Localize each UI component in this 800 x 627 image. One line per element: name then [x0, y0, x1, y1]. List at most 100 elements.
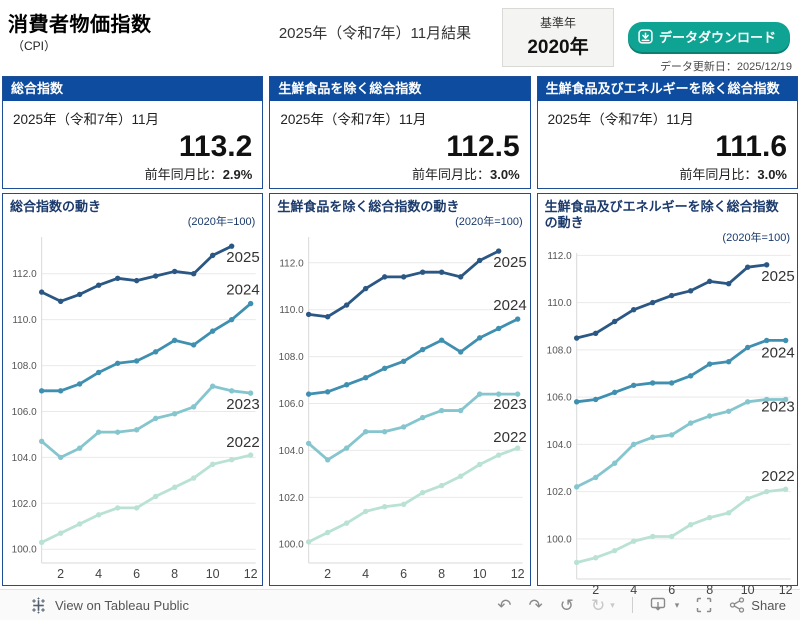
base-year-label: 基準年 [539, 16, 576, 30]
svg-text:108.0: 108.0 [546, 345, 571, 356]
chart-card-all-items: 総合指数の動き (2020年=100) 100.0 102.0 104.0 106.0… [2, 193, 264, 586]
page-title: 消費者物価指数 [8, 14, 152, 36]
svg-text:104.0: 104.0 [12, 453, 37, 464]
svg-text:110.0: 110.0 [280, 305, 305, 316]
fullscreen-icon[interactable] [696, 597, 712, 613]
title-block: 消費者物価指数 （CPI） [8, 8, 248, 54]
svg-text:2: 2 [57, 567, 64, 581]
toolbar-separator [631, 597, 633, 613]
svg-text:2025: 2025 [226, 249, 259, 266]
kpi-header: 総合指数 [3, 77, 263, 101]
svg-text:104.0: 104.0 [546, 440, 571, 451]
data-updated-label: データ更新日：2025/12/19 [659, 61, 792, 73]
svg-text:110.0: 110.0 [12, 315, 37, 326]
dashboard-header: 消費者物価指数 （CPI） 2025年（令和7年）11月結果 基準年 2020年… [0, 0, 800, 67]
svg-text:112.0: 112.0 [12, 269, 37, 280]
svg-text:6: 6 [401, 567, 408, 581]
svg-text:100.0: 100.0 [546, 534, 571, 545]
svg-text:100.0: 100.0 [12, 545, 37, 556]
download-button-label: データダウンロード [658, 30, 776, 45]
svg-text:112.0: 112.0 [547, 251, 572, 262]
share-label: Share [751, 597, 786, 613]
tableau-footer: View on Tableau Public ↶ ↷ ↺ ↻ ▾ ▾ [0, 589, 800, 620]
kpi-period: 2025年（令和7年）11月 [547, 112, 694, 127]
refresh-icon[interactable]: ↻ [590, 595, 606, 615]
chart-card-ex-fresh-food: 生鮮食品を除く総合指数の動き (2020年=100) 100.0 102.0 104… [269, 193, 531, 586]
tableau-logo-icon [30, 597, 47, 614]
svg-text:2: 2 [592, 583, 599, 597]
chart-title: 生鮮食品及びエネルギーを除く総合指数の動き [544, 199, 779, 230]
share-icon [729, 597, 745, 613]
reset-icon[interactable]: ↺ [559, 595, 574, 615]
dashboard-grid: 総合指数 2025年（令和7年）11月 113.2 前年同月比：2.9% 生鮮食… [0, 76, 800, 597]
kpi-yoy: 前年同月比：3.0% [679, 167, 787, 182]
line-chart-all-items[interactable]: 100.0 102.0 104.0 106.0 108.0 110.0 112.0 2 4 6 8 1… [3, 229, 262, 581]
redo-icon[interactable]: ↷ [528, 595, 543, 615]
result-period-label: 2025年（令和7年）11月結果 [278, 25, 472, 42]
svg-text:102.0: 102.0 [546, 487, 571, 498]
svg-text:106.0: 106.0 [546, 393, 571, 404]
svg-text:4: 4 [95, 567, 102, 581]
svg-text:100.0: 100.0 [279, 540, 304, 551]
chart-note: (2020年=100) [187, 216, 256, 228]
page-title-sub: （CPI） [12, 39, 57, 53]
svg-text:2022: 2022 [494, 429, 527, 446]
svg-text:110.0: 110.0 [547, 298, 572, 309]
svg-text:2022: 2022 [226, 434, 259, 451]
svg-text:10: 10 [473, 567, 487, 581]
line-chart-ex-fresh-food[interactable]: 100.0 102.0 104.0 106.0 108.0 110.0 112.0 2 4 6 8 1… [270, 229, 529, 581]
kpi-value: 111.6 [715, 130, 787, 163]
svg-text:2023: 2023 [494, 396, 527, 413]
share-button[interactable]: Share [729, 597, 786, 613]
chart-note: (2020年=100) [722, 232, 790, 244]
base-year-box: 基準年 2020年 [501, 8, 614, 67]
svg-text:2024: 2024 [226, 282, 259, 299]
svg-text:108.0: 108.0 [279, 352, 304, 363]
tableau-toolbar: ↶ ↷ ↺ ↻ ▾ ▾ [497, 597, 800, 614]
refresh-caret-icon[interactable]: ▾ [610, 599, 615, 610]
svg-text:104.0: 104.0 [279, 446, 304, 457]
chart-card-ex-fresh-food-energy: 生鮮食品及びエネルギーを除く総合指数の動き (2020年=100) 100.0 1… [536, 193, 798, 597]
view-on-tableau-label: View on Tableau Public [55, 597, 189, 613]
svg-text:6: 6 [668, 583, 675, 597]
svg-text:106.0: 106.0 [279, 399, 304, 410]
svg-text:4: 4 [363, 567, 370, 581]
kpi-value: 113.2 [178, 130, 253, 163]
chart-title: 総合指数の動き [10, 199, 102, 214]
svg-text:8: 8 [439, 567, 446, 581]
svg-text:12: 12 [511, 567, 525, 581]
svg-text:2025: 2025 [494, 254, 527, 271]
chart-title: 生鮮食品を除く総合指数の動き [277, 199, 460, 214]
svg-text:8: 8 [171, 567, 178, 581]
svg-text:2024: 2024 [494, 297, 527, 314]
kpi-period: 2025年（令和7年）11月 [280, 112, 427, 127]
svg-text:8: 8 [706, 583, 713, 597]
kpi-value: 112.5 [446, 130, 520, 163]
svg-text:12: 12 [244, 567, 258, 581]
svg-text:2025: 2025 [761, 268, 794, 285]
svg-text:106.0: 106.0 [12, 407, 37, 418]
svg-text:12: 12 [778, 583, 792, 597]
kpi-header: 生鮮食品を除く総合指数 [270, 77, 530, 101]
svg-text:102.0: 102.0 [12, 499, 37, 510]
line-chart-ex-fresh-food-energy[interactable]: 100.0 102.0 104.0 106.0 108.0 110.0 112.0 2 4 6 8 1… [538, 245, 797, 597]
download-view-caret-icon[interactable]: ▾ [674, 599, 680, 610]
svg-text:10: 10 [206, 567, 220, 581]
svg-text:4: 4 [630, 583, 637, 597]
kpi-card-ex-fresh-food: 生鮮食品を除く総合指数 2025年（令和7年）11月 112.5 前年同月比：3… [269, 76, 531, 189]
svg-text:10: 10 [740, 583, 754, 597]
svg-text:2022: 2022 [761, 468, 794, 485]
kpi-card-all-items: 総合指数 2025年（令和7年）11月 113.2 前年同月比：2.9% [2, 76, 264, 189]
view-on-tableau-link[interactable]: View on Tableau Public [0, 597, 497, 614]
kpi-card-ex-fresh-food-energy: 生鮮食品及びエネルギーを除く総合指数 2025年（令和7年）11月 111.6 … [536, 76, 798, 189]
kpi-yoy: 前年同月比：2.9% [144, 167, 253, 182]
download-view-icon[interactable] [650, 597, 668, 613]
svg-text:2024: 2024 [761, 344, 794, 361]
svg-text:2023: 2023 [761, 398, 794, 415]
svg-text:2: 2 [325, 567, 332, 581]
svg-text:102.0: 102.0 [279, 493, 304, 504]
svg-text:112.0: 112.0 [280, 258, 305, 269]
svg-text:6: 6 [133, 567, 140, 581]
data-download-button[interactable]: データダウンロード [627, 22, 790, 52]
undo-icon[interactable]: ↶ [497, 595, 512, 615]
